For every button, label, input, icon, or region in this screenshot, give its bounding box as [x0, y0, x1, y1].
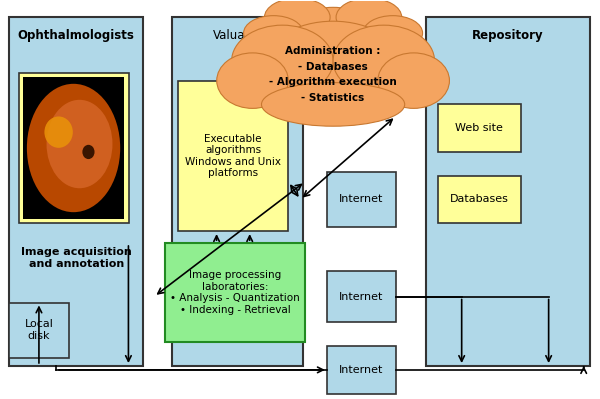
- Text: Web site: Web site: [455, 123, 503, 133]
- Text: Ophthalmologists: Ophthalmologists: [18, 29, 134, 42]
- FancyBboxPatch shape: [165, 243, 305, 342]
- Ellipse shape: [82, 145, 95, 159]
- Ellipse shape: [244, 16, 303, 51]
- Text: Valuator: Valuator: [213, 29, 262, 42]
- FancyBboxPatch shape: [327, 271, 396, 322]
- FancyBboxPatch shape: [425, 17, 590, 366]
- Text: Internet: Internet: [339, 365, 383, 375]
- FancyBboxPatch shape: [327, 346, 396, 394]
- Text: Internet: Internet: [339, 292, 383, 302]
- Ellipse shape: [217, 53, 289, 109]
- Ellipse shape: [265, 0, 330, 36]
- Ellipse shape: [27, 84, 120, 212]
- Ellipse shape: [378, 53, 449, 109]
- FancyBboxPatch shape: [327, 172, 396, 227]
- Text: Executable
algorithms
Windows and Unix
platforms: Executable algorithms Windows and Unix p…: [185, 134, 281, 178]
- Ellipse shape: [333, 25, 434, 97]
- Ellipse shape: [47, 100, 112, 188]
- FancyBboxPatch shape: [437, 105, 521, 152]
- FancyBboxPatch shape: [172, 17, 303, 366]
- FancyBboxPatch shape: [19, 73, 129, 223]
- Text: Local
disk: Local disk: [25, 320, 53, 341]
- FancyBboxPatch shape: [437, 176, 521, 223]
- Ellipse shape: [265, 21, 402, 109]
- FancyBboxPatch shape: [9, 302, 69, 358]
- Ellipse shape: [44, 117, 73, 148]
- FancyBboxPatch shape: [9, 17, 143, 366]
- FancyBboxPatch shape: [178, 81, 289, 231]
- Text: Internet: Internet: [339, 194, 383, 205]
- FancyBboxPatch shape: [23, 77, 124, 219]
- Ellipse shape: [295, 7, 372, 51]
- Text: Repository: Repository: [472, 29, 544, 42]
- Text: Image processing
laboratories:
• Analysis - Quantization
• Indexing - Retrieval: Image processing laboratories: • Analysi…: [170, 270, 300, 315]
- Ellipse shape: [336, 0, 402, 36]
- Ellipse shape: [262, 83, 404, 126]
- Text: Administration :
- Databases
- Algorithm execution
- Statistics: Administration : - Databases - Algorithm…: [269, 46, 397, 103]
- Ellipse shape: [363, 16, 422, 51]
- Text: Databases: Databases: [450, 194, 509, 205]
- Text: Image acquisition
and annotation: Image acquisition and annotation: [21, 247, 131, 269]
- Ellipse shape: [232, 25, 333, 97]
